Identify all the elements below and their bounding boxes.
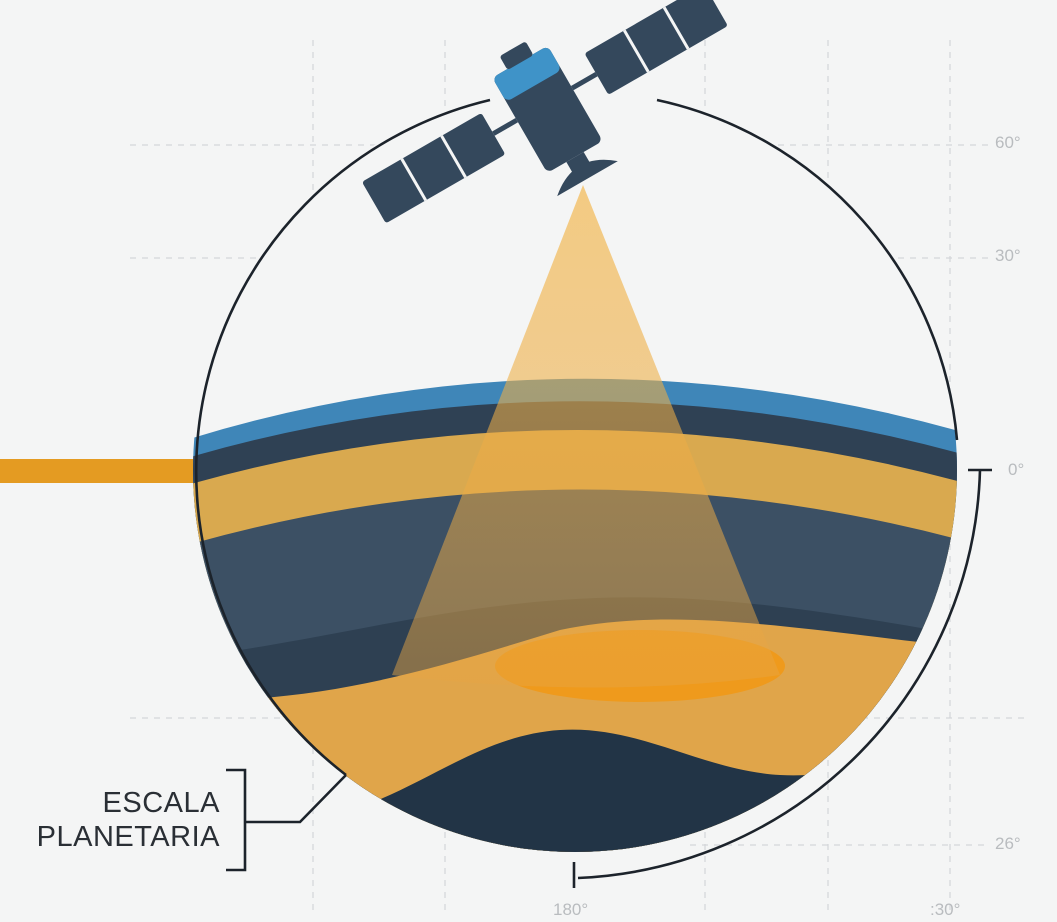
satellite-dish xyxy=(557,159,618,197)
grid-label-lon-180: 180° xyxy=(553,900,589,919)
bottom-dark-basin xyxy=(193,729,957,852)
sensor-beam xyxy=(392,185,780,688)
caption-line-1: ESCALA xyxy=(102,787,220,819)
grid-label-lon-right: :30° xyxy=(930,900,961,919)
globe-outline-right xyxy=(656,98,959,441)
orange-connector-bar xyxy=(0,459,200,483)
satellite-arm-left xyxy=(492,117,519,136)
satellite-left-panel xyxy=(362,113,505,223)
satellite-right-panel xyxy=(585,0,727,94)
depth-bracket xyxy=(577,468,992,880)
satellite-top-cap xyxy=(494,47,560,100)
satellite-arm-right xyxy=(570,71,598,91)
planetary-scale-caption: ESCALA PLANETARIA xyxy=(20,786,220,854)
grid-label-lat-60: 60° xyxy=(995,133,1021,152)
caption-bracket xyxy=(226,768,347,872)
grid-label-lat-0: 0° xyxy=(1008,460,1025,479)
grid-label-lat-bottom: 26° xyxy=(995,834,1021,853)
caption-line-2: PLANETARIA xyxy=(36,821,220,853)
grid-label-lat-30: 30° xyxy=(995,246,1021,265)
globe-outline-left xyxy=(194,98,491,777)
satellite-icon xyxy=(362,0,727,223)
